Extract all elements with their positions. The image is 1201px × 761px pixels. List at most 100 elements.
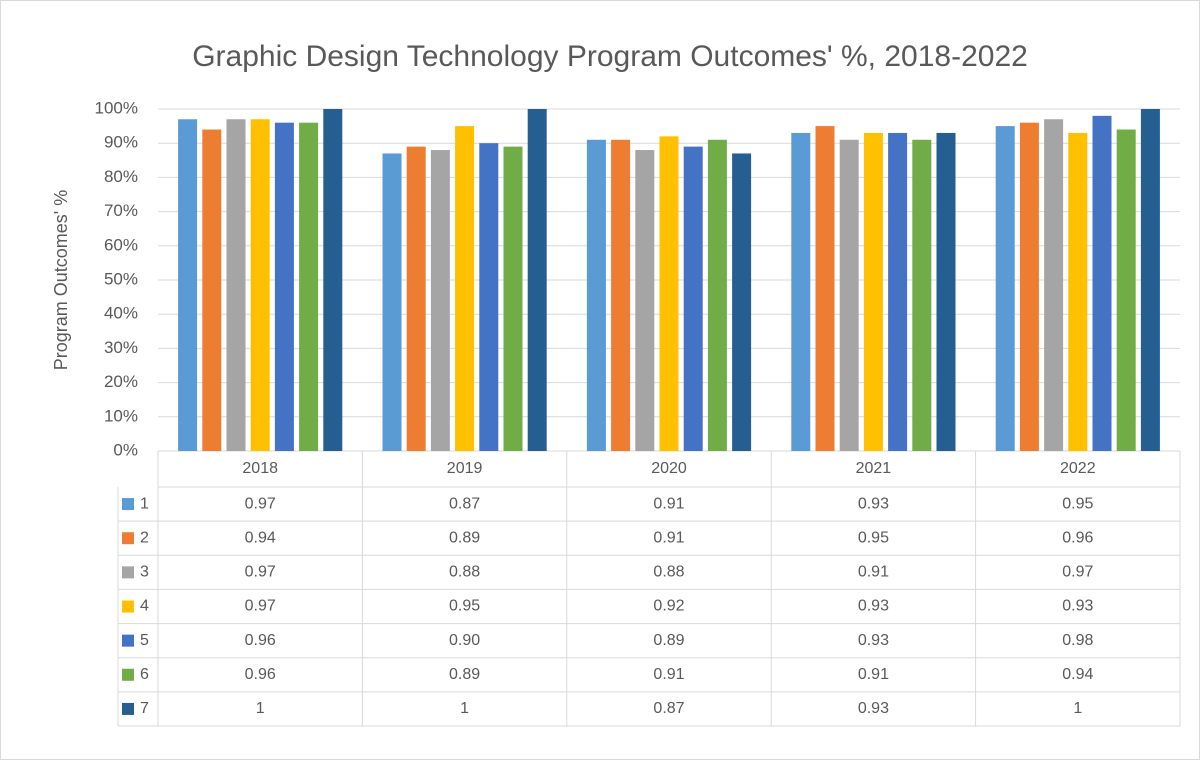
bar (791, 132, 811, 451)
bar (202, 129, 222, 451)
table-cell: 0.89 (449, 666, 480, 683)
y-tick-label: 40% (104, 304, 138, 323)
table-cell: 0.91 (653, 666, 684, 683)
bar (1044, 119, 1064, 451)
table-cell: 0.91 (858, 666, 889, 683)
table-cell: 0.98 (1062, 632, 1093, 649)
legend-swatch (122, 600, 134, 613)
legend-label: 1 (140, 495, 149, 512)
legend-label: 2 (140, 529, 149, 546)
table-cell: 0.95 (858, 529, 889, 546)
y-tick-label: 20% (104, 372, 138, 391)
table-cell: 0.93 (858, 495, 889, 512)
bar (936, 132, 956, 451)
y-tick-label: 70% (104, 201, 138, 220)
legend-swatch (122, 634, 134, 647)
legend-label: 5 (140, 632, 149, 649)
table-cell: 0.94 (1062, 666, 1093, 683)
bar (299, 122, 319, 452)
bar (586, 139, 606, 451)
legend-swatch (122, 702, 134, 715)
table-cell: 1 (460, 700, 469, 717)
table-cell: 1 (256, 700, 265, 717)
bar (683, 146, 703, 451)
y-tick-label: 90% (104, 133, 138, 152)
table-cell: 0.93 (1062, 598, 1093, 615)
bar (274, 122, 294, 452)
bar (1019, 122, 1039, 452)
x-tick-label: 2019 (447, 460, 483, 477)
legend-label: 7 (140, 700, 149, 717)
bar (503, 146, 523, 451)
bar (912, 139, 932, 451)
legend-label: 3 (140, 564, 149, 581)
table-cell: 0.93 (858, 700, 889, 717)
bar (1116, 129, 1136, 451)
table-cell: 0.90 (449, 632, 480, 649)
table-cell: 0.94 (245, 529, 276, 546)
x-tick-label: 2022 (1060, 460, 1096, 477)
bar (995, 126, 1015, 451)
table-cell: 0.87 (653, 700, 684, 717)
x-tick-label: 2020 (651, 460, 687, 477)
table-cell: 0.95 (1062, 495, 1093, 512)
table-cell: 0.97 (245, 495, 276, 512)
legend-swatch (122, 668, 134, 681)
bar (1092, 115, 1112, 451)
bar (323, 109, 343, 451)
bar (406, 146, 426, 451)
y-tick-label: 60% (104, 235, 138, 254)
table-cell: 0.91 (653, 495, 684, 512)
table-cell: 0.87 (449, 495, 480, 512)
bar (707, 139, 727, 451)
table-cell: 0.92 (653, 598, 684, 615)
y-tick-label: 50% (104, 269, 138, 288)
x-tick-label: 2021 (856, 460, 892, 477)
table-cell: 0.88 (449, 564, 480, 581)
bar (527, 109, 547, 451)
table-cell: 0.95 (449, 598, 480, 615)
y-tick-label: 0% (113, 440, 138, 459)
legend-label: 4 (140, 598, 149, 615)
table-cell: 0.96 (245, 632, 276, 649)
bar (839, 139, 859, 451)
table-cell: 0.96 (245, 666, 276, 683)
legend-swatch (122, 498, 134, 511)
table-cell: 0.93 (858, 632, 889, 649)
bar (382, 153, 402, 451)
table-cell: 0.97 (245, 598, 276, 615)
legend-swatch (122, 566, 134, 579)
bar (611, 139, 631, 451)
y-axis-title: Program Outcomes' % (51, 190, 71, 371)
y-tick-label: 10% (104, 406, 138, 425)
x-tick-label: 2018 (242, 460, 278, 477)
bar (250, 119, 270, 451)
legend-swatch (122, 532, 134, 545)
table-cell: 0.89 (449, 529, 480, 546)
table-cell: 0.88 (653, 564, 684, 581)
bar (455, 126, 475, 451)
table-cell: 0.96 (1062, 529, 1093, 546)
table-cell: 0.89 (653, 632, 684, 649)
bar (178, 119, 198, 451)
legend-label: 6 (140, 666, 149, 683)
y-tick-label: 80% (104, 167, 138, 186)
table-cell: 1 (1073, 700, 1082, 717)
bar (430, 150, 450, 452)
bar (659, 136, 679, 452)
bar (863, 132, 883, 451)
table-cell: 0.97 (1062, 564, 1093, 581)
table-cell: 0.91 (858, 564, 889, 581)
bar (732, 153, 752, 451)
table-cell: 0.97 (245, 564, 276, 581)
y-tick-label: 100% (95, 98, 138, 117)
bar (226, 119, 246, 451)
bar (479, 143, 499, 451)
y-tick-label: 30% (104, 338, 138, 357)
chart-title: Graphic Design Technology Program Outcom… (192, 40, 1028, 73)
bar (635, 150, 655, 452)
bar (888, 132, 908, 451)
table-cell: 0.91 (653, 529, 684, 546)
bar (815, 126, 835, 451)
